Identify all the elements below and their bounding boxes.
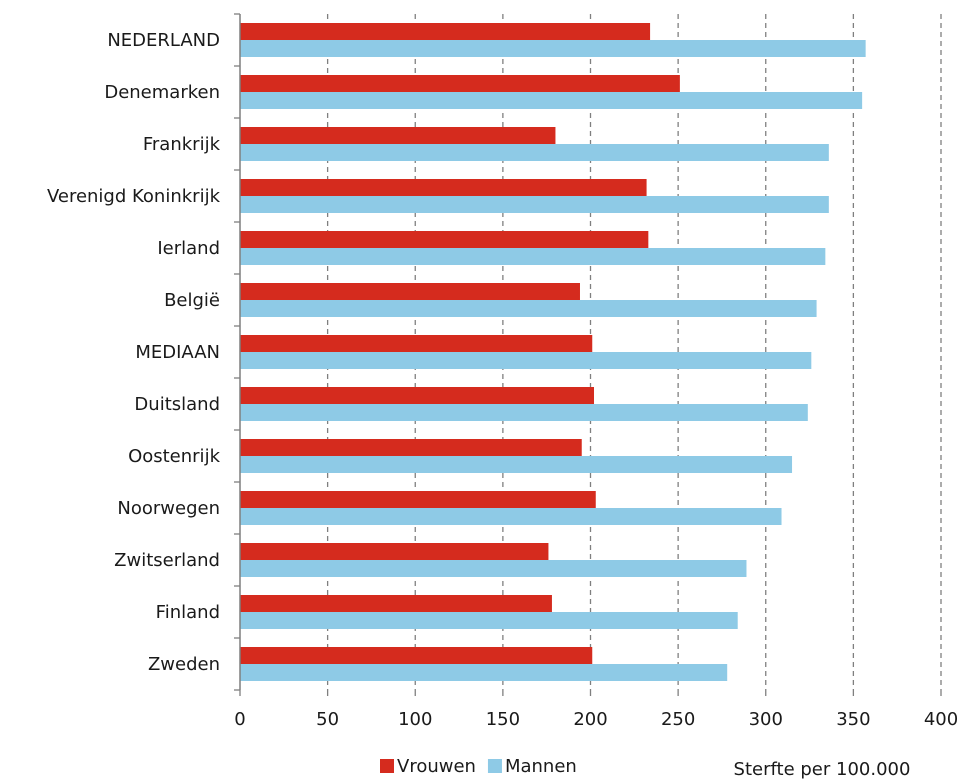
x-tick-label: 350	[836, 709, 870, 730]
bar-mannen	[240, 352, 812, 369]
bar-vrouwen	[240, 335, 593, 352]
bar-vrouwen	[240, 231, 649, 248]
bar-mannen	[240, 560, 747, 577]
bar-vrouwen	[240, 387, 595, 404]
bar-vrouwen	[240, 439, 582, 456]
bar-mannen	[240, 40, 866, 57]
category-label: Oostenrijk	[128, 446, 221, 467]
bar-vrouwen	[240, 23, 651, 40]
bar-vrouwen	[240, 179, 647, 196]
x-tick-label: 300	[749, 709, 783, 730]
bar-vrouwen	[240, 127, 556, 144]
category-label: Duitsland	[134, 394, 220, 415]
bar-vrouwen	[240, 283, 580, 300]
x-tick-label: 100	[398, 709, 432, 730]
category-label: Verenigd Koninkrijk	[47, 186, 221, 207]
legend-label: Mannen	[505, 756, 577, 777]
tick-labels: 0 50 100 150 200 250 300 350 400	[234, 709, 958, 730]
bar-mannen	[240, 300, 817, 317]
x-axis-label: Sterfte per 100.000	[734, 759, 911, 780]
bar-mannen	[240, 248, 826, 265]
bar-vrouwen	[240, 491, 596, 508]
bar-mannen	[240, 404, 808, 421]
bars	[240, 23, 866, 681]
bar-mannen	[240, 508, 782, 525]
category-label: Ierland	[157, 238, 220, 259]
category-label: Frankrijk	[143, 134, 221, 155]
category-label: Denemarken	[104, 82, 220, 103]
legend-label: Vrouwen	[397, 756, 476, 777]
category-label: Zwitserland	[114, 550, 220, 571]
bar-mannen	[240, 456, 793, 473]
bar-vrouwen	[240, 543, 549, 560]
legend: Vrouwen Mannen	[380, 756, 577, 777]
category-label: Noorwegen	[117, 498, 220, 519]
x-tick-label: 50	[316, 709, 339, 730]
x-tick-label: 400	[924, 709, 958, 730]
bar-vrouwen	[240, 647, 593, 664]
x-tick-label: 0	[234, 709, 245, 730]
bar-mannen	[240, 664, 728, 681]
category-label: Finland	[156, 602, 220, 623]
legend-swatch	[380, 759, 394, 773]
bar-mannen	[240, 92, 863, 109]
bar-mannen	[240, 144, 829, 161]
bar-vrouwen	[240, 75, 680, 92]
category-label: NEDERLAND	[107, 30, 220, 51]
category-labels: NEDERLAND Denemarken Frankrijk Verenigd Kon…	[47, 30, 221, 675]
axes	[234, 13, 942, 696]
bar-vrouwen	[240, 595, 552, 612]
category-label: MEDIAAN	[135, 342, 220, 363]
x-tick-label: 250	[661, 709, 695, 730]
bar-mannen	[240, 196, 829, 213]
x-tick-label: 150	[486, 709, 520, 730]
legend-swatch	[487, 759, 502, 773]
x-tick-label: 200	[573, 709, 607, 730]
category-label: Zweden	[148, 654, 220, 675]
category-label: België	[164, 290, 220, 311]
bar-mannen	[240, 612, 738, 629]
